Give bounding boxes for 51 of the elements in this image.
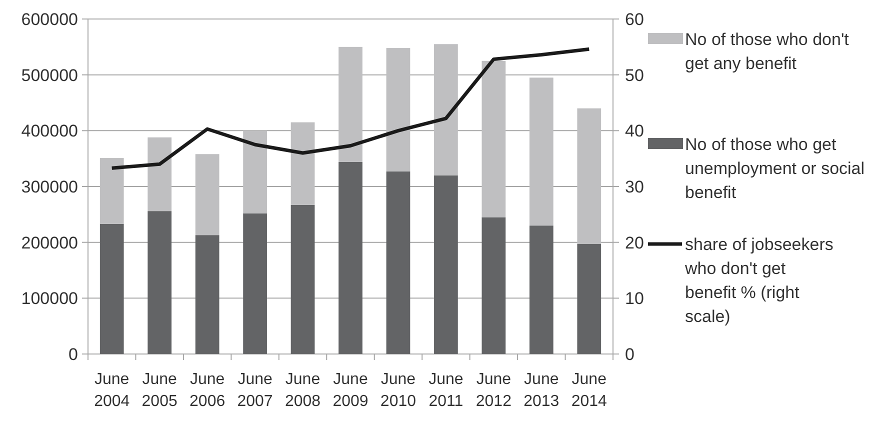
y2-tick-label: 20: [625, 233, 644, 252]
bar: [338, 162, 362, 354]
x-tick-label: June 2011: [428, 371, 464, 410]
bar: [148, 211, 172, 354]
y-tick-label: 300000: [21, 177, 78, 196]
bar: [482, 217, 506, 354]
bar: [338, 46, 362, 162]
bar: [577, 108, 602, 244]
x-tick-label: June 2010: [380, 371, 416, 410]
x-tick-label: June 2014: [571, 371, 608, 410]
bar: [529, 78, 554, 226]
bar: [243, 213, 267, 354]
line-series: [110, 47, 591, 170]
bar: [577, 244, 602, 354]
x-tick-label: June 2005: [142, 371, 178, 410]
y2-tick-label: 40: [625, 122, 644, 141]
bar: [482, 60, 506, 218]
x-tick-label: June 2004: [94, 371, 130, 410]
x-tick-label: June 2006: [190, 371, 226, 410]
x-tick-label: June 2013: [524, 371, 560, 410]
legend-label: No of those who get unemployment or social benefit: [685, 135, 865, 202]
y2-tick-label: 50: [625, 66, 644, 85]
bar: [386, 48, 410, 172]
bar: [529, 226, 554, 354]
y2-tick-label: 10: [625, 289, 644, 308]
x-tick-label: June 2012: [476, 371, 512, 410]
y-tick-label: 600000: [21, 10, 78, 29]
y-tick-label: 200000: [21, 233, 78, 252]
x-tick-label: June 2007: [237, 371, 273, 410]
x-tick-label: June 2008: [284, 371, 321, 410]
y-tick-label: 0: [68, 344, 78, 364]
y2-tick-label: 60: [625, 10, 644, 29]
y2-tick-label: 0: [625, 344, 634, 364]
bar: [290, 204, 315, 354]
bar: [243, 130, 267, 214]
y-tick-label: 400000: [21, 122, 78, 141]
bar: [100, 224, 124, 354]
bar: [290, 122, 315, 205]
legend-label: No of those who don't get any benefit: [685, 30, 850, 73]
bar: [195, 154, 220, 236]
bar: [386, 171, 410, 354]
bar: [195, 235, 220, 354]
y2-tick-label: 30: [625, 177, 644, 196]
x-tick-label: June 2009: [332, 371, 368, 410]
bar: [100, 158, 124, 224]
bar: [434, 175, 458, 354]
y-tick-label: 100000: [21, 289, 78, 308]
bar: [434, 44, 458, 176]
legend-label: share of jobseekers who don't get benefit % (right scale): [684, 235, 834, 326]
y-tick-label: 500000: [21, 66, 78, 85]
bar: [148, 137, 172, 212]
